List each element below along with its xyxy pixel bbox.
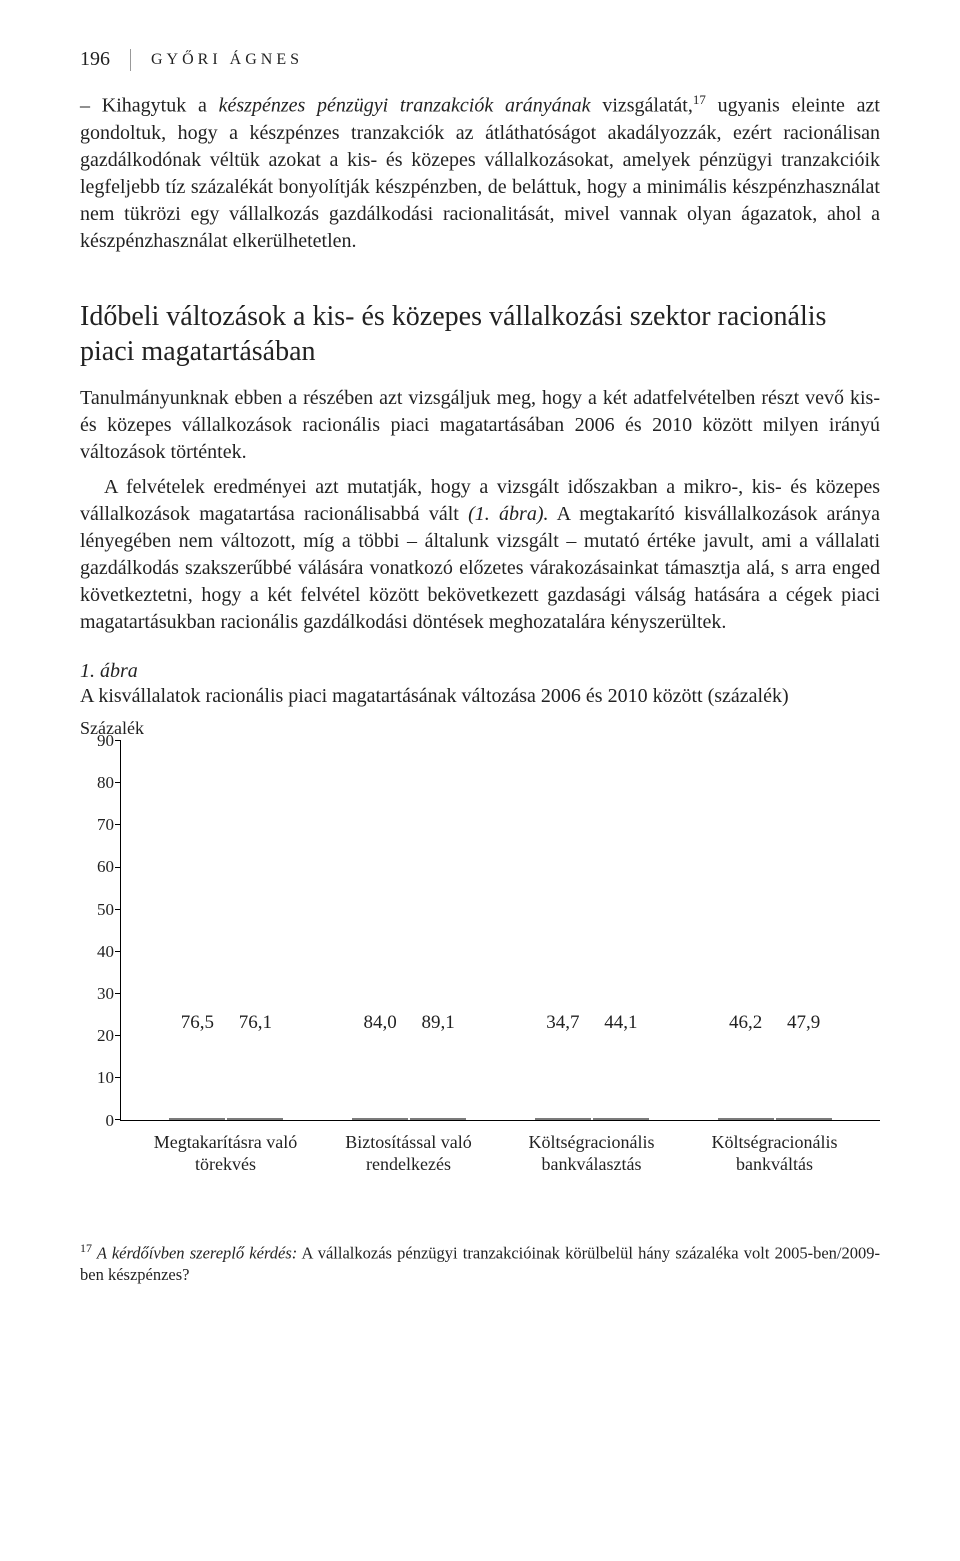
chart-y-tick-mark [115, 1077, 121, 1078]
paragraph-1: – Kihagytuk a készpénzes pénzügyi tranza… [80, 91, 880, 255]
paragraph-2: Tanulmányunknak ebben a részében azt viz… [80, 385, 880, 466]
p1-rest: ugyanis eleinte azt gondoltuk, hogy a ké… [80, 95, 880, 252]
chart-bar-group: 34,744,1 [535, 1118, 649, 1120]
chart-bar-group: 84,089,1 [352, 1118, 466, 1120]
chart-y-tick-mark [115, 740, 121, 741]
chart-bar: 76,5 [169, 1118, 225, 1120]
chart-y-tick-mark [115, 1119, 121, 1120]
chart-bar: 89,1 [410, 1118, 466, 1120]
chart-bar-value: 46,2 [719, 1012, 773, 1034]
page-header: 196 GYŐRI ÁGNES [80, 48, 880, 71]
bar-chart: Százalék 9080706050403020100 76,576,184,… [80, 718, 880, 1176]
chart-y-tick: 20 [97, 1026, 114, 1046]
chart-y-tick: 40 [97, 942, 114, 962]
chart-x-label: Költségracionális bankválasztás [512, 1131, 672, 1176]
p1-mid: vizsgálatát, [591, 95, 693, 117]
footnote-ref-17: 17 [693, 92, 706, 107]
footnote-number: 17 [80, 1241, 92, 1255]
chart-bar: 76,1 [227, 1118, 283, 1120]
chart-y-tick: 90 [97, 731, 114, 751]
chart-y-tick: 50 [97, 900, 114, 920]
figure-caption: A kisvállalatok racionális piaci magatar… [80, 685, 880, 708]
chart-bar: 84,0 [352, 1118, 408, 1120]
chart-bar-value: 76,5 [170, 1012, 224, 1034]
chart-bar: 47,9 [776, 1118, 832, 1120]
chart-y-tick: 70 [97, 815, 114, 835]
chart-bar-value: 47,9 [777, 1012, 831, 1034]
chart-y-axis: 9080706050403020100 [80, 741, 120, 1121]
chart-y-tick-mark [115, 909, 121, 910]
chart-y-tick-mark [115, 993, 121, 994]
chart-bar-value: 89,1 [411, 1012, 465, 1034]
chart-y-tick: 80 [97, 773, 114, 793]
p1-lead: – Kihagytuk a [80, 95, 219, 117]
chart-bar-value: 34,7 [536, 1012, 590, 1034]
chart-y-tick-mark [115, 824, 121, 825]
chart-plot-area: 76,576,184,089,134,744,146,247,9 [120, 741, 880, 1121]
p3-figure-ref: (1. ábra). [468, 503, 548, 525]
chart-y-tick: 30 [97, 984, 114, 1004]
chart-bar-value: 84,0 [353, 1012, 407, 1034]
chart-y-tick-mark [115, 951, 121, 952]
figure-label: 1. ábra [80, 660, 880, 683]
paragraph-3: A felvételek eredményei azt mutatják, ho… [80, 474, 880, 636]
chart-bar-group: 76,576,1 [169, 1118, 283, 1120]
chart-y-tick: 60 [97, 857, 114, 877]
chart-x-label: Költségracionális bankváltás [695, 1131, 855, 1176]
chart-y-tick-mark [115, 867, 121, 868]
header-divider [130, 49, 131, 71]
chart-y-tick: 0 [106, 1111, 115, 1131]
author-name: GYŐRI ÁGNES [151, 51, 303, 69]
footnote-17: 17 A kérdőívben szereplő kérdés: A válla… [80, 1240, 880, 1287]
chart-bar-value: 44,1 [594, 1012, 648, 1034]
chart-bar: 44,1 [593, 1118, 649, 1120]
page-number: 196 [80, 48, 110, 71]
chart-y-axis-label: Százalék [80, 718, 880, 739]
chart-bar-group: 46,247,9 [718, 1118, 832, 1120]
chart-x-axis: Megtakarításra való törekvés Biztosítássa… [120, 1121, 880, 1176]
chart-bar-value: 76,1 [228, 1012, 282, 1034]
chart-x-label: Megtakarításra való törekvés [146, 1131, 306, 1176]
footnote-italic: A kérdőívben szereplő kérdés: [92, 1243, 297, 1262]
section-title: Időbeli változások a kis- és közepes vál… [80, 299, 880, 369]
chart-y-tick: 10 [97, 1068, 114, 1088]
chart-bar: 46,2 [718, 1118, 774, 1120]
chart-y-tick-mark [115, 782, 121, 783]
chart-bar: 34,7 [535, 1118, 591, 1120]
p1-italic: készpénzes pénzügyi tranzakciók arányána… [219, 95, 591, 117]
chart-x-label: Biztosítással való rendelkezés [329, 1131, 489, 1176]
chart-y-tick-mark [115, 1035, 121, 1036]
